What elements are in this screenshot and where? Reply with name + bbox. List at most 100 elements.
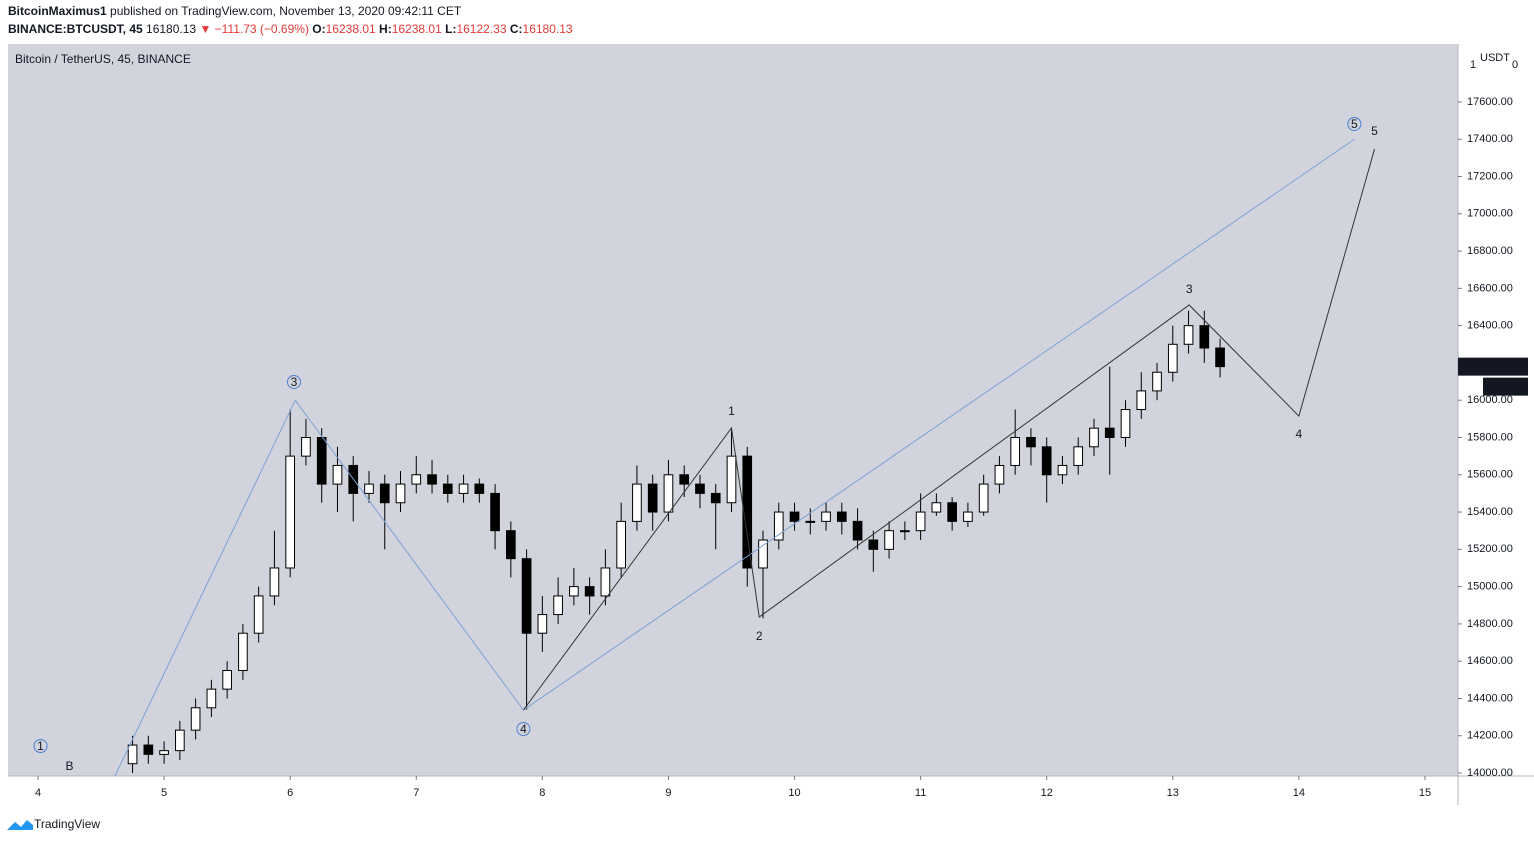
plot: 1 3 4 5 B 1 2 3 4 5 [33,116,1378,776]
wave-label: 3 [1186,282,1193,296]
candle-body [1136,390,1147,411]
ohlc-value: 16122.33 [456,22,506,36]
wave-label: 5 [1351,117,1358,131]
change: ▼ −111.73 (−0.69%) [199,22,309,36]
wave-label: 1 [728,404,735,418]
ohlc-value: 16238.01 [326,22,376,36]
candle-body [1120,409,1131,438]
candle-body [915,511,926,532]
candle-body [710,492,721,504]
candle-body [1010,436,1021,466]
candle-body [805,520,816,523]
wave-label: 4 [520,722,527,736]
wave-label: 4 [1296,427,1303,441]
candle-body [569,586,579,597]
candle-body [458,483,469,494]
price: 16180.13 [146,22,196,36]
candle-body [616,520,626,569]
wave-label: 1 [37,739,44,753]
header-line-1: BitcoinMaximus1 published on TradingView… [8,4,462,18]
candle-body [159,750,169,755]
candle-body [679,474,690,485]
candle-body [143,744,154,755]
candle-body [726,455,737,504]
candle-body [821,511,831,522]
candle-body [1183,325,1194,345]
wave-label-circle [286,374,301,389]
candle-body [695,483,705,494]
candle-body [395,483,406,504]
candle-body [1167,343,1178,373]
candle-body [584,586,595,597]
candle-body [1041,446,1052,476]
candle-body [1026,436,1036,448]
last-price-label: 16180.13 [1467,361,1513,373]
candle-body [947,502,957,522]
y-tick-label: 17600.00 [1467,96,1513,108]
candle-body [364,483,374,494]
wave-label-circle [33,738,48,753]
logo: TradingView [7,817,100,831]
wave-label: 2 [756,629,763,643]
candle-body [269,567,280,597]
candle-body [852,520,863,541]
y-tick-label: 16800.00 [1467,245,1513,257]
axis-extra: 1 [1470,59,1476,71]
candle-body [900,530,910,533]
y-tick-label: 14400.00 [1467,692,1513,704]
y-tick-label: 15400.00 [1467,506,1513,518]
ohlc-key: L: [445,22,456,36]
y-tick-label: 15200.00 [1467,543,1513,555]
plot-area [8,44,1458,776]
candle-body [506,530,516,560]
candle-body [206,688,217,709]
wave-label: 3 [291,375,298,389]
candle-body [994,464,1005,485]
wave-line [523,148,1376,711]
candle-body [442,483,453,494]
publisher: BitcoinMaximus1 [8,4,107,18]
candle-body [1073,446,1084,466]
footer: TradingView [34,817,100,831]
y-tick-label: 17200.00 [1467,170,1513,182]
x-tick-label: 10 [788,787,800,799]
x-tick-label: 6 [287,787,293,799]
header-line-2: BINANCE:BTCUSDT, 45 16180.13 ▼ −111.73 (… [8,22,573,36]
candle-body [1089,427,1099,448]
x-tick-label: 15 [1419,787,1431,799]
ohlc-key: H: [379,22,392,36]
candle-body [127,744,138,765]
candle-body [931,502,942,513]
candle-body [773,511,784,541]
candle-body [836,511,847,522]
candle-body [427,474,437,485]
countdown: 17:50 [1488,381,1516,393]
wave-label-circle [516,722,531,737]
candle-body [190,707,201,731]
candle-body [1215,347,1225,368]
y-tick-label: 14800.00 [1467,618,1513,630]
candle-body [884,530,894,550]
x-tick-label: 8 [539,787,545,799]
x-tick-label: 9 [665,787,671,799]
wave-label-circle [1347,116,1362,131]
candle-body [490,492,500,532]
chart-title: Bitcoin / TetherUS, 45, BINANCE [15,52,191,66]
y-tick-label: 14600.00 [1467,655,1513,667]
y-tick-label: 17400.00 [1467,133,1513,145]
y-tick-label: 14200.00 [1467,730,1513,742]
x-tick-label: 13 [1167,787,1179,799]
published: published on TradingView.com, November 1… [110,4,462,18]
candle-body [742,455,753,569]
y-tick-label: 17000.00 [1467,208,1513,220]
y-tick-label: 15600.00 [1467,469,1513,481]
candle-body [521,558,532,634]
y-tick-label: 15800.00 [1467,431,1513,443]
axis-unit: USDT [1480,52,1510,64]
y-tick-label: 14000.00 [1467,767,1513,779]
candle-body [963,511,973,522]
ohlc-value: 16238.01 [392,22,442,36]
candle-body [175,729,185,752]
candle-body [789,511,800,522]
